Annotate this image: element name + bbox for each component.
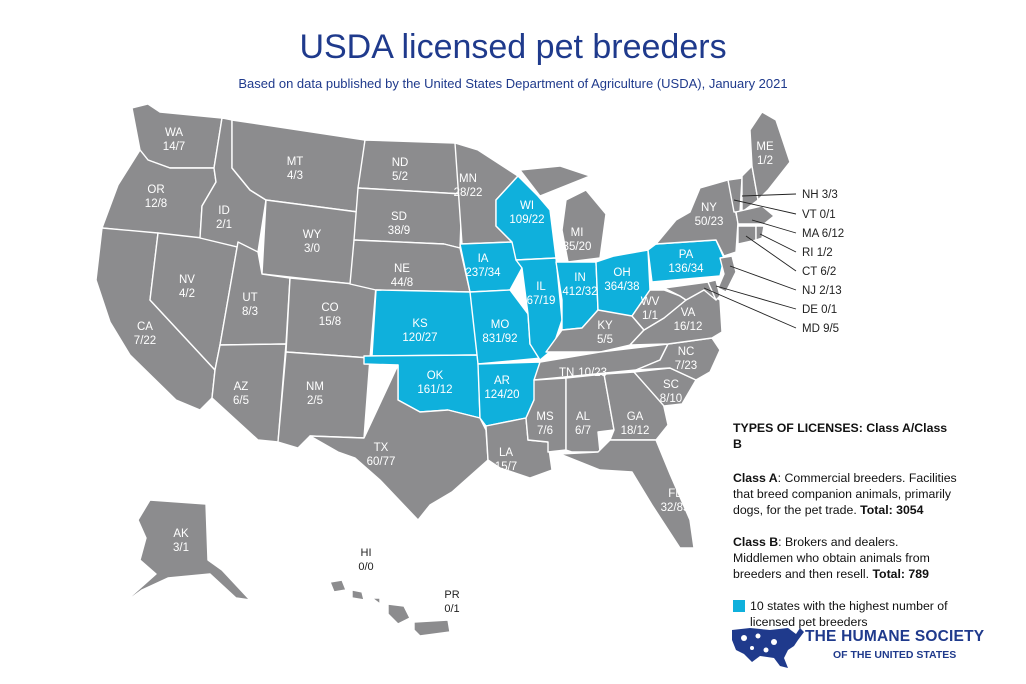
label-ia: IA 237/34 xyxy=(465,253,501,279)
state-tx xyxy=(309,364,489,521)
label-mi: MI 35/20 xyxy=(563,227,592,253)
state-fl xyxy=(559,439,695,549)
label-wy: WY 3/0 xyxy=(303,229,322,255)
callout-nh: NH 3/3 xyxy=(802,189,838,201)
state-mi-up xyxy=(519,165,591,197)
callout-ct: CT 6/2 xyxy=(802,266,836,278)
label-hi: HI 0/0 xyxy=(358,547,373,573)
label-ga: GA 18/12 xyxy=(621,411,650,437)
callout-ma: MA 6/12 xyxy=(802,228,844,240)
label-wa: WA 14/7 xyxy=(163,127,185,153)
humane-society-logo: THE HUMANE SOCIETY OF THE UNITED STATES xyxy=(730,624,1010,674)
state-hi xyxy=(329,579,411,625)
callout-ri: RI 1/2 xyxy=(802,247,833,259)
state-nd xyxy=(357,139,463,195)
label-me: ME 1/2 xyxy=(756,141,774,167)
callout-de: DE 0/1 xyxy=(802,304,837,316)
class-a-label: Class A xyxy=(733,471,778,485)
label-ny: NY 50/23 xyxy=(695,202,724,228)
label-ca: CA 7/22 xyxy=(134,321,156,347)
logo-line1: THE HUMANE SOCIETY xyxy=(805,628,985,645)
label-az: AZ 6/5 xyxy=(233,381,249,407)
state-de xyxy=(707,279,721,301)
label-or: OR 12/8 xyxy=(145,184,167,210)
class-b-text: : Brokers and dealers. Middlemen who obt… xyxy=(733,535,930,581)
state-mi xyxy=(561,189,607,263)
label-in: IN 412/32 xyxy=(562,272,597,298)
label-va: VA 16/12 xyxy=(674,307,703,333)
map-subtitle: Based on data published by the United St… xyxy=(238,76,788,91)
label-ak: AK 3/1 xyxy=(173,528,189,554)
callout-md: MD 9/5 xyxy=(802,323,839,335)
state-nm xyxy=(277,351,371,449)
label-mn: MN 28/22 xyxy=(454,173,483,199)
label-ut: UT 8/3 xyxy=(242,292,258,318)
state-ia xyxy=(459,241,523,293)
label-co: CO 15/8 xyxy=(319,302,341,328)
state-sd xyxy=(353,187,463,249)
highlight-swatch xyxy=(733,600,745,612)
state-ma xyxy=(735,205,775,225)
label-tn: TN 10/23 xyxy=(559,367,607,379)
logo-map-icon xyxy=(732,628,804,668)
label-nd: ND 5/2 xyxy=(392,157,409,183)
label-id: ID 2/1 xyxy=(216,205,232,231)
legend-class-a: Class A: Commercial breeders. Facilities… xyxy=(733,470,958,518)
label-ms: MS 7/6 xyxy=(536,411,554,437)
class-a-total: Total: 3054 xyxy=(860,503,924,517)
label-ok: OK 161/12 xyxy=(417,370,452,396)
state-wy xyxy=(261,199,359,285)
state-me xyxy=(749,111,791,201)
label-pr: PR 0/1 xyxy=(444,589,459,615)
label-ar: AR 124/20 xyxy=(484,375,519,401)
logo-text: THE HUMANE SOCIETY OF THE UNITED STATES xyxy=(805,628,984,661)
map-title: USDA licensed pet breeders xyxy=(299,28,727,66)
state-pr xyxy=(413,619,451,637)
highlight-text: 10 states with the highest number of lic… xyxy=(750,599,948,629)
label-sc: SC 8/10 xyxy=(660,379,682,405)
label-oh: OH 364/38 xyxy=(604,267,639,293)
label-nm: NM 2/5 xyxy=(306,381,324,407)
label-mt: MT 4/3 xyxy=(287,156,304,182)
state-nc xyxy=(635,337,721,381)
state-az xyxy=(211,343,287,443)
label-tx: TX 60/77 xyxy=(367,442,396,468)
label-ks: KS 120/27 xyxy=(402,318,437,344)
class-b-label: Class B xyxy=(733,535,779,549)
legend: TYPES OF LICENSES: Class A/Class B Class… xyxy=(733,420,958,630)
legend-highlight: 10 states with the highest number of lic… xyxy=(733,598,958,630)
label-sd: SD 38/9 xyxy=(388,211,410,237)
label-mo: MO 831/92 xyxy=(482,319,517,345)
label-al: AL 6/7 xyxy=(575,411,591,437)
callout-leaders xyxy=(703,193,797,329)
label-wi: WI 109/22 xyxy=(509,200,544,226)
legend-class-b: Class B: Brokers and dealers. Middlemen … xyxy=(733,534,958,582)
callout-vt: VT 0/1 xyxy=(802,209,836,221)
state-nj xyxy=(717,255,737,293)
label-il: IL 67/19 xyxy=(527,281,556,307)
label-pa: PA 136/34 xyxy=(668,249,704,275)
label-nv: NV 4/2 xyxy=(179,274,195,300)
state-ri xyxy=(755,225,765,241)
logo-line2: OF THE UNITED STATES xyxy=(833,649,957,661)
callout-nj: NJ 2/13 xyxy=(802,285,842,297)
label-la: LA 15/7 xyxy=(495,447,517,473)
state-ak xyxy=(119,499,251,607)
label-fl: FL 32/85 xyxy=(661,488,690,514)
class-a-text: : Commercial breeders. Facilities that b… xyxy=(733,471,957,517)
legend-types-heading: TYPES OF LICENSES: Class A/Class B xyxy=(733,421,948,451)
label-ne: NE 44/8 xyxy=(391,263,413,289)
state-pa xyxy=(647,239,725,283)
label-nc: NC 7/23 xyxy=(675,346,697,372)
label-ky: KY 5/5 xyxy=(597,320,613,346)
label-wv: WV 1/1 xyxy=(641,296,660,322)
class-b-total: Total: 789 xyxy=(872,567,929,581)
